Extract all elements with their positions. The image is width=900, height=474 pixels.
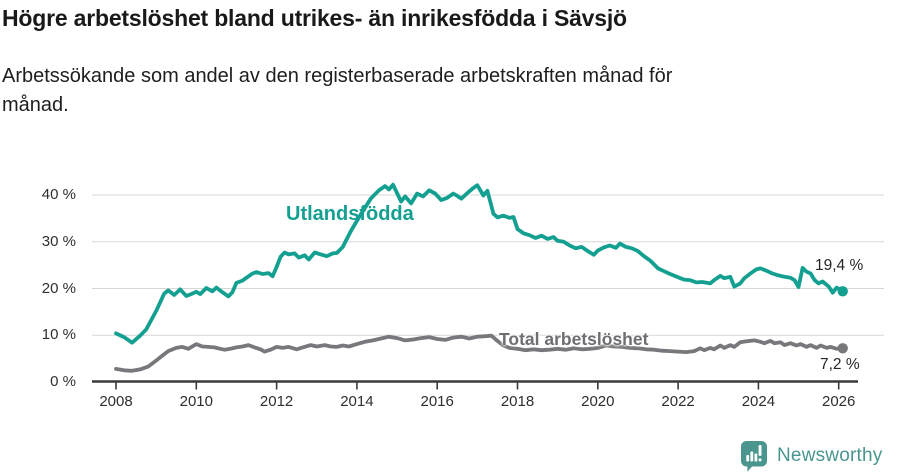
x-tick-label: 2022 — [661, 393, 695, 410]
y-tick-label: 0 % — [50, 373, 76, 390]
x-tick-label: 2026 — [822, 393, 856, 410]
y-tick-label: 40 % — [41, 186, 76, 203]
x-tick-label: 2018 — [500, 393, 535, 410]
x-tick-label: 2008 — [99, 393, 133, 410]
end-value-label-utlandsfodda: 19,4 % — [815, 257, 864, 274]
y-tick-label: 20 % — [41, 279, 76, 297]
x-tick-label: 2012 — [259, 393, 294, 410]
series-line-0 — [114, 182, 845, 345]
x-tick-label: 2014 — [340, 393, 374, 410]
newsworthy-brand: Newsworthy — [740, 440, 882, 472]
x-tick-label: 2010 — [179, 393, 213, 410]
x-tick-label: 2020 — [581, 393, 615, 410]
x-tick-label: 2016 — [420, 393, 454, 410]
chart-subtitle: Arbetssökande som andel av den registerb… — [2, 65, 673, 116]
x-tick-label: 2024 — [741, 393, 776, 410]
series-end-dot-0 — [837, 286, 848, 297]
series-end-dot-1 — [837, 343, 848, 354]
y-tick-label: 30 % — [41, 232, 76, 250]
page-title: Högre arbetslöshet bland utrikes- än inr… — [2, 5, 627, 31]
series-line-1 — [114, 333, 845, 373]
newsworthy-logo-icon — [741, 441, 767, 472]
series-total-label: Total arbetslöshet — [499, 329, 649, 349]
end-value-label-total: 7,2 % — [820, 356, 860, 373]
newsworthy-wordmark: Newsworthy — [777, 445, 883, 466]
y-tick-label: 10 % — [41, 326, 76, 344]
series-utlandsfodda-label: Utlandsfödda — [286, 203, 414, 225]
